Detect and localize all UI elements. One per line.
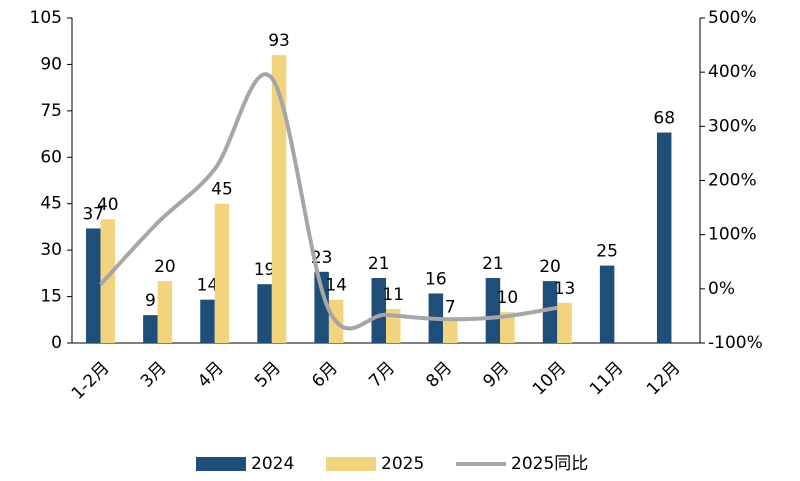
y2-tick-label: 200% (708, 171, 757, 191)
value-label: 37 (82, 204, 104, 224)
value-label: 19 (254, 260, 276, 280)
y2-tick-label: 100% (708, 225, 757, 245)
legend-label: 2025 (381, 454, 424, 474)
bar (314, 271, 329, 343)
bar (143, 315, 158, 343)
legend-swatch (196, 457, 246, 471)
bar (214, 203, 230, 343)
bar (200, 299, 215, 343)
y-tick-label: 0 (51, 333, 62, 353)
y2-tick-label: 500% (708, 8, 757, 28)
value-label: 93 (268, 31, 290, 51)
x-tick-label: 1-2月 (68, 358, 114, 404)
value-label: 21 (368, 254, 390, 274)
y-tick-label: 45 (40, 194, 62, 214)
y2-tick-label: -100% (708, 333, 763, 353)
value-label: 14 (325, 276, 347, 296)
value-label: 68 (653, 109, 675, 129)
value-label: 45 (211, 180, 233, 200)
bar (557, 302, 572, 343)
value-label: 20 (154, 257, 176, 277)
x-tick-label: 7月 (365, 358, 399, 392)
x-tick-label: 10月 (529, 358, 570, 399)
legend-label: 2025同比 (511, 454, 588, 474)
bar (86, 228, 101, 343)
legend-swatch (326, 457, 376, 471)
value-label: 11 (382, 285, 404, 305)
bar (100, 219, 116, 343)
bar (599, 265, 615, 343)
bar (371, 278, 386, 343)
y-tick-label: 90 (40, 54, 62, 74)
y2-tick-label: 300% (708, 116, 757, 136)
bar (500, 312, 515, 343)
bar (257, 284, 272, 343)
bar (443, 321, 458, 343)
y2-tick-label: 400% (708, 62, 757, 82)
x-tick-label: 3月 (137, 358, 171, 392)
bar (157, 281, 173, 343)
x-tick-label: 9月 (479, 358, 513, 392)
x-tick-label: 5月 (251, 358, 285, 392)
bar (542, 281, 558, 343)
y-tick-label: 105 (30, 8, 62, 28)
legend-label: 2024 (251, 454, 294, 474)
value-label: 14 (197, 276, 219, 296)
bar (485, 278, 501, 343)
y2-tick-label: 0% (708, 279, 735, 299)
y-tick-label: 60 (40, 147, 62, 167)
value-label: 10 (497, 288, 519, 308)
x-tick-label: 8月 (422, 358, 456, 392)
bar (656, 132, 672, 343)
value-label: 20 (539, 257, 561, 277)
value-label: 25 (596, 242, 618, 262)
bar (271, 55, 287, 344)
y-tick-label: 75 (40, 101, 62, 121)
x-tick-label: 11月 (586, 358, 627, 399)
value-label: 13 (554, 279, 576, 299)
value-label: 16 (425, 269, 447, 289)
x-tick-label: 12月 (643, 358, 684, 399)
value-label: 21 (482, 254, 504, 274)
value-label: 9 (145, 291, 156, 311)
value-label: 40 (97, 195, 119, 215)
y-tick-label: 30 (40, 240, 62, 260)
x-tick-label: 4月 (194, 358, 228, 392)
y-tick-label: 15 (40, 287, 62, 307)
line (99, 72, 558, 331)
x-tick-label: 6月 (308, 358, 342, 392)
value-label: 7 (445, 297, 456, 317)
